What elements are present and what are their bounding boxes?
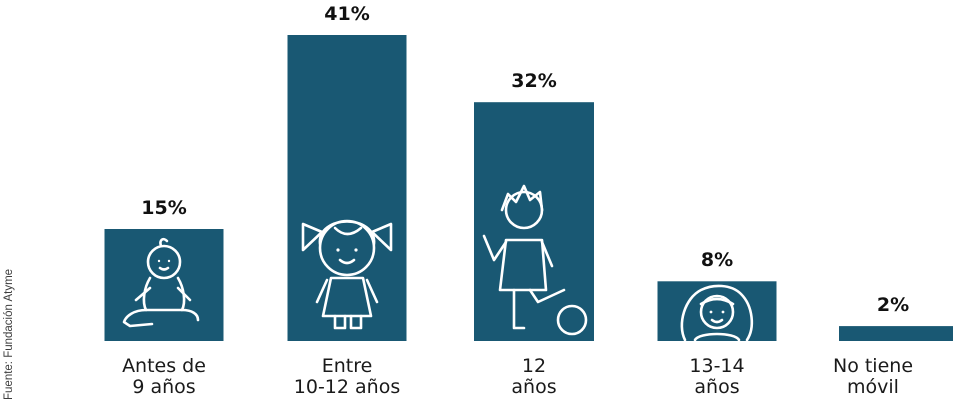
category-label-1: Antes de 9 años [84,356,244,398]
baby-icon [122,237,200,328]
girl-icon [301,219,393,330]
bar-4 [657,281,777,341]
category-label-4: 13-14 años [637,356,797,398]
bars-group [104,35,953,341]
category-label-line1: Antes de [122,355,206,377]
boy-soccer-icon [482,184,588,336]
bar-5 [839,326,953,341]
category-label-line2: móvil [847,376,899,398]
teen-girl-icon [680,284,754,342]
bar-2 [287,35,407,341]
value-label-3: 32% [511,70,557,93]
icons-group [122,184,754,342]
category-label-line2: 9 años [132,376,196,398]
category-label-line2: años [511,376,557,398]
category-label-line1: No tiene [832,355,914,377]
value-label-2: 41% [324,3,370,25]
source-note: Fuente: Fundación Atyme [3,268,15,400]
value-label-5: 2% [876,294,910,317]
category-label-line1: 13-14 [689,355,745,377]
category-label-line1: Entre [321,355,373,377]
category-label-line2: años [694,376,740,398]
category-label-3: 12 años [454,356,614,398]
value-label-1: 15% [141,197,187,220]
category-label-2: Entre 10-12 años [267,356,427,398]
value-label-4: 8% [700,249,734,272]
bar-3 [474,102,594,341]
category-label-line2: 10-12 años [293,376,401,398]
category-label-line1: 12 [521,355,547,377]
category-label-5: No tiene móvil [793,356,953,398]
